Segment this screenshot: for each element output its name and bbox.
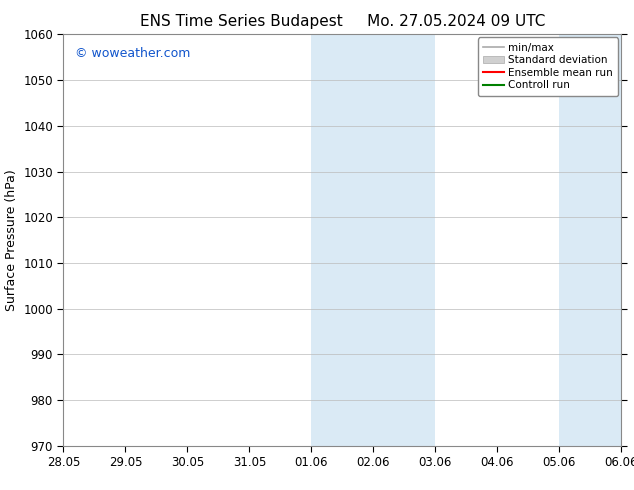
Bar bbox=[559, 34, 621, 446]
Title: ENS Time Series Budapest     Mo. 27.05.2024 09 UTC: ENS Time Series Budapest Mo. 27.05.2024 … bbox=[139, 14, 545, 29]
Bar bbox=[311, 34, 373, 446]
Y-axis label: Surface Pressure (hPa): Surface Pressure (hPa) bbox=[4, 169, 18, 311]
Text: © woweather.com: © woweather.com bbox=[75, 47, 190, 60]
Legend: min/max, Standard deviation, Ensemble mean run, Controll run: min/max, Standard deviation, Ensemble me… bbox=[478, 37, 618, 96]
Bar bbox=[373, 34, 436, 446]
